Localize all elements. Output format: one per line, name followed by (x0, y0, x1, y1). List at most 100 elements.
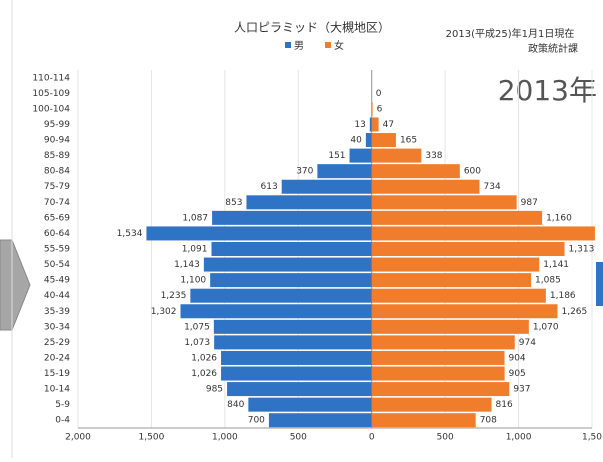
value-label: 1,087 (182, 213, 208, 223)
bar (221, 350, 372, 365)
legend-label: 女 (334, 39, 344, 52)
y-tick-label: 55-59 (44, 245, 70, 255)
value-label: 987 (521, 198, 538, 208)
bar (371, 241, 565, 257)
bar (190, 288, 372, 303)
bar (369, 117, 372, 132)
y-tick-label: 110-114 (32, 73, 70, 83)
value-label: 1,091 (182, 245, 208, 255)
legend-label: 男 (294, 40, 304, 52)
value-label: 1,534 (117, 229, 143, 239)
bar (248, 397, 372, 412)
bar (210, 273, 372, 288)
x-tick-label: 500 (437, 433, 454, 443)
value-label: 40 (350, 136, 362, 146)
value-label: 1,085 (535, 276, 561, 286)
y-tick-label: 20-24 (44, 353, 70, 363)
bar (371, 133, 396, 148)
value-label: 1,070 (533, 322, 559, 332)
bar (180, 304, 372, 319)
y-tick-label: 5-9 (55, 400, 70, 410)
value-label: 151 (328, 151, 345, 161)
y-tick-label: 15-19 (44, 369, 70, 379)
y-tick-label: 85-89 (44, 151, 70, 161)
y-tick-label: 60-64 (44, 229, 70, 239)
note: 2013(平成25)年1月1日現在 (446, 27, 575, 40)
bar (349, 148, 372, 163)
bar (371, 273, 532, 288)
value-label: 1,235 (161, 291, 187, 301)
bar (268, 413, 372, 428)
x-tick-label: 1,000 (506, 433, 532, 443)
value-label: 1,143 (174, 260, 200, 270)
bar (246, 195, 372, 210)
bar (227, 382, 372, 397)
chart-title: 人口ピラミッド（大槻地区） (234, 20, 390, 35)
bar (371, 335, 515, 350)
bar (371, 210, 543, 225)
bar (371, 117, 379, 132)
bar (371, 304, 558, 319)
value-label: 1,186 (550, 291, 576, 301)
value-label: 338 (425, 151, 442, 161)
x-tick-label: 1,000 (212, 433, 238, 443)
legend-swatch (325, 42, 331, 48)
value-label: 905 (509, 369, 526, 379)
bar (371, 382, 510, 397)
value-label: 974 (519, 338, 536, 348)
bar (371, 397, 492, 412)
year-label: 2013年 (498, 74, 597, 107)
value-label: 904 (508, 353, 525, 363)
y-tick-label: 90-94 (44, 136, 70, 146)
value-label: 0 (376, 89, 382, 99)
bar (371, 366, 505, 381)
value-label: 937 (513, 385, 530, 395)
value-label: 370 (296, 167, 313, 177)
value-label: 1,073 (184, 338, 210, 348)
bar (203, 257, 372, 272)
department: 政策統計課 (528, 42, 578, 55)
y-tick-label: 75-79 (44, 182, 70, 192)
bar (371, 148, 422, 163)
value-label: 840 (227, 400, 244, 410)
y-tick-label: 40-44 (44, 291, 70, 301)
value-label: 816 (496, 400, 513, 410)
bar (371, 164, 460, 179)
value-label: 708 (480, 416, 497, 426)
value-label: 1,141 (543, 260, 569, 270)
y-tick-label: 10-14 (44, 385, 70, 395)
value-label: 1,313 (569, 245, 595, 255)
bar (214, 335, 372, 350)
x-tick-label: 1,500 (139, 433, 165, 443)
y-tick-label: 0-4 (55, 416, 70, 426)
y-tick-label: 80-84 (44, 167, 70, 177)
value-label: 1,026 (191, 369, 217, 379)
bar (213, 319, 372, 334)
value-label: 1,100 (180, 276, 206, 286)
value-label: 985 (206, 385, 223, 395)
value-label: 165 (400, 136, 417, 146)
value-label: 1,302 (151, 307, 177, 317)
value-label: 47 (383, 120, 394, 130)
value-label: 1,075 (184, 322, 210, 332)
bar (371, 350, 505, 365)
arrow-shape (0, 239, 31, 331)
bar (317, 164, 372, 179)
value-label: 734 (484, 182, 501, 192)
bar (371, 319, 529, 334)
value-label: 1,026 (191, 353, 217, 363)
bar (212, 210, 372, 225)
y-tick-label: 70-74 (44, 198, 70, 208)
y-tick-label: 35-39 (44, 307, 70, 317)
value-label: 1,265 (561, 307, 587, 317)
value-label: 6 (377, 104, 383, 114)
y-tick-label: 45-49 (44, 276, 70, 286)
bar (371, 226, 595, 241)
y-tick-label: 65-69 (44, 213, 70, 223)
bar (371, 195, 517, 210)
bar (281, 179, 372, 194)
y-tick-label: 105-109 (32, 89, 70, 99)
y-tick-label: 30-34 (44, 322, 70, 332)
x-tick-label: 500 (290, 433, 307, 443)
